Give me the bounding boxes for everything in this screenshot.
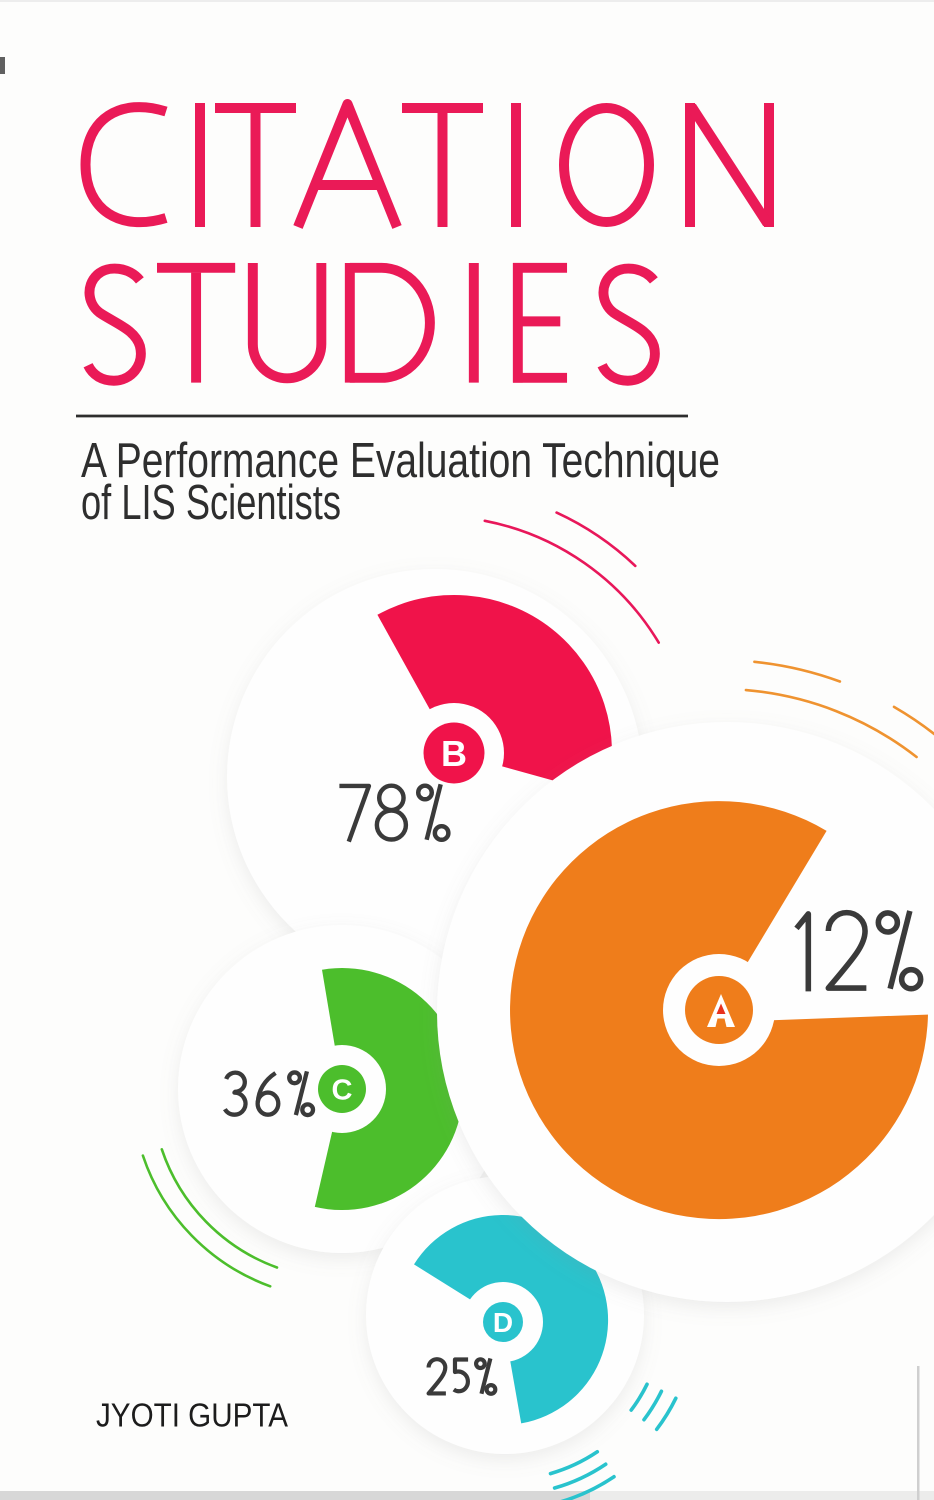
svg-text:of LIS Scientists: of LIS Scientists	[81, 475, 341, 530]
svg-text:C: C	[332, 1075, 353, 1107]
svg-text:JYOTI GUPTA: JYOTI GUPTA	[96, 1397, 288, 1434]
svg-text:B: B	[441, 733, 467, 774]
svg-text:D: D	[493, 1307, 513, 1338]
svg-text:A Performance Evaluation Techn: A Performance Evaluation Technique	[81, 433, 720, 488]
